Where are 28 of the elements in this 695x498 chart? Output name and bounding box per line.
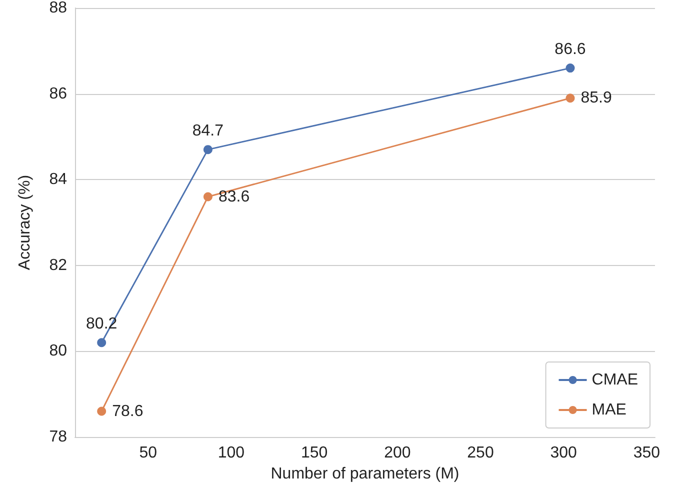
y-tick-label: 84 — [49, 171, 68, 188]
x-tick-label: 300 — [550, 444, 578, 462]
x-tick-label: 150 — [300, 444, 328, 462]
y-tick-label: 82 — [49, 256, 68, 274]
data-label: 78.6 — [112, 402, 144, 420]
legend-label: CMAE — [592, 372, 638, 388]
y-tick-label: 88 — [49, 0, 68, 16]
point — [203, 192, 212, 202]
y-tick-label: 86 — [49, 85, 68, 102]
x-tick-label: 200 — [384, 444, 411, 462]
legend-label: MAE — [592, 402, 626, 418]
x-tick-label: 350 — [633, 444, 660, 462]
y-axis-title: Accuracy (%) — [16, 174, 34, 270]
point — [203, 145, 212, 154]
x-tick-label: 250 — [467, 444, 494, 462]
point — [97, 338, 106, 348]
data-label: 83.6 — [218, 188, 250, 206]
x-tick-label: 100 — [218, 444, 245, 462]
point — [566, 64, 575, 73]
data-label: 86.6 — [554, 41, 586, 58]
y-tick-label: 78 — [49, 428, 68, 446]
x-axis-title: Number of parameters (M) — [270, 465, 460, 482]
data-label: 84.7 — [192, 122, 224, 140]
x-tick-label: 50 — [139, 444, 158, 462]
point — [97, 406, 106, 416]
y-tick-label: 80 — [49, 342, 68, 360]
point — [566, 94, 575, 103]
data-label: 85.9 — [580, 90, 612, 107]
